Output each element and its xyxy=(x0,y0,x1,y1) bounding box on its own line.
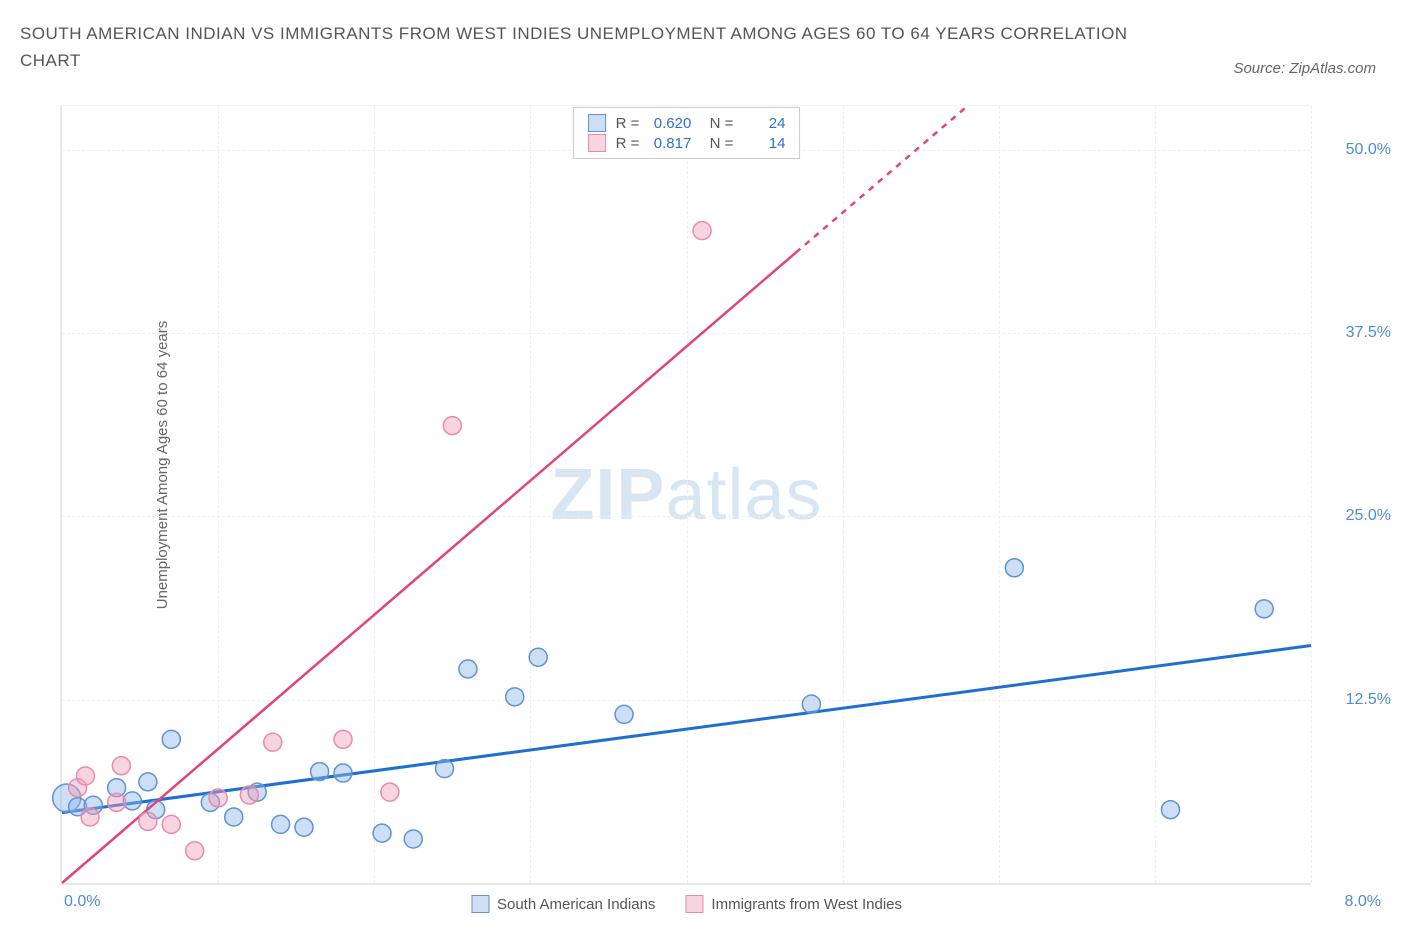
scatter-point xyxy=(802,695,820,713)
scatter-point xyxy=(225,808,243,826)
stat-r-label: R = xyxy=(616,135,640,152)
scatter-point xyxy=(334,730,352,748)
legend-swatch xyxy=(685,895,703,913)
scatter-point xyxy=(529,648,547,666)
scatter-point xyxy=(240,786,258,804)
scatter-point xyxy=(139,812,157,830)
scatter-point xyxy=(373,824,391,842)
scatter-point xyxy=(1255,600,1273,618)
scatter-point xyxy=(693,222,711,240)
legend-item: Immigrants from West Indies xyxy=(685,895,902,913)
y-tick-label: 25.0% xyxy=(1346,507,1391,525)
legend-item: South American Indians xyxy=(471,895,655,913)
scatter-point xyxy=(272,815,290,833)
x-axis-min-label: 0.0% xyxy=(64,893,100,911)
scatter-point xyxy=(506,688,524,706)
scatter-point xyxy=(112,757,130,775)
chart-legend: South American Indians Immigrants from We… xyxy=(471,895,902,913)
y-tick-label: 50.0% xyxy=(1346,141,1391,159)
stat-r-value: 0.817 xyxy=(649,135,691,152)
series-swatch xyxy=(588,134,606,152)
x-axis-max-label: 8.0% xyxy=(1345,893,1381,911)
stat-r-value: 0.620 xyxy=(649,115,691,132)
source-attribution: Source: ZipAtlas.com xyxy=(1233,60,1376,77)
chart-title: SOUTH AMERICAN INDIAN VS IMMIGRANTS FROM… xyxy=(20,20,1186,74)
y-tick-label: 12.5% xyxy=(1346,691,1391,709)
y-tick-label: 37.5% xyxy=(1346,324,1391,342)
scatter-point xyxy=(404,830,422,848)
scatter-point xyxy=(459,660,477,678)
scatter-point xyxy=(162,815,180,833)
chart-plot-area: ZIPatlas 12.5%25.0%37.5%50.0% R =0.620 N… xyxy=(60,105,1311,885)
stat-n-label: N = xyxy=(701,135,733,152)
legend-label: Immigrants from West Indies xyxy=(711,896,902,913)
scatter-point xyxy=(1161,801,1179,819)
stats-row: R = 0.817 N = 14 xyxy=(588,134,786,152)
scatter-point xyxy=(186,842,204,860)
scatter-point xyxy=(295,818,313,836)
scatter-point xyxy=(436,760,454,778)
scatter-point xyxy=(76,767,94,785)
stat-n-value: 24 xyxy=(743,115,785,132)
legend-label: South American Indians xyxy=(497,896,655,913)
scatter-point xyxy=(139,773,157,791)
scatter-point xyxy=(615,705,633,723)
scatter-point xyxy=(108,793,126,811)
vertical-gridline xyxy=(1311,106,1312,883)
scatter-point xyxy=(1005,559,1023,577)
scatter-point xyxy=(334,764,352,782)
scatter-point xyxy=(81,808,99,826)
scatter-point xyxy=(381,783,399,801)
scatter-point xyxy=(162,730,180,748)
legend-swatch xyxy=(471,895,489,913)
trend-line xyxy=(62,253,796,883)
scatter-point xyxy=(443,417,461,435)
stat-r-label: R = xyxy=(616,115,640,132)
correlation-stats-box: R = 0.620 N = 24 R = 0.817 N = 14 xyxy=(573,107,801,159)
trend-line-dashed xyxy=(796,106,968,253)
stat-n-label: N = xyxy=(701,115,733,132)
scatter-point xyxy=(311,763,329,781)
stats-row: R = 0.620 N = 24 xyxy=(588,114,786,132)
scatter-point xyxy=(264,733,282,751)
scatter-plot-svg xyxy=(62,106,1311,883)
scatter-point xyxy=(209,789,227,807)
series-swatch xyxy=(588,114,606,132)
stat-n-value: 14 xyxy=(743,135,785,152)
